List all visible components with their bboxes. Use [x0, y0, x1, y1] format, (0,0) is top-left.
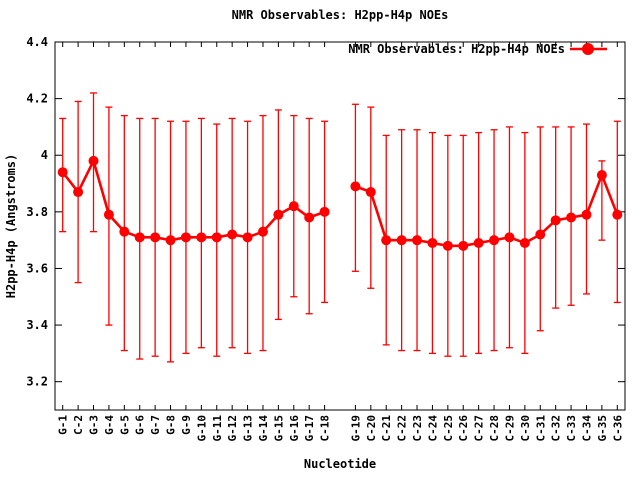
data-point — [365, 187, 376, 198]
x-tick-label: G-17 — [303, 415, 316, 442]
y-tick-label: 4.4 — [26, 35, 48, 49]
x-tick-label: G-14 — [257, 415, 270, 442]
data-point — [566, 212, 577, 223]
data-point — [612, 209, 623, 220]
plot-area: 3.2 3.4 3.6 3.8 4 4.2 4.4 G-1 C-2 G-3 G-4 G-5 G-6 G-7… — [26, 35, 626, 442]
data-point — [88, 155, 99, 166]
x-tick-label: G-4 — [103, 415, 116, 435]
x-tick-label: C-32 — [550, 415, 563, 442]
data-point — [396, 235, 407, 246]
x-axis-title: Nucleotide — [304, 457, 376, 471]
data-point — [257, 226, 268, 237]
data-point — [103, 209, 114, 220]
data-point — [581, 209, 592, 220]
x-tick-label: C-36 — [611, 415, 624, 442]
data-point — [427, 237, 438, 248]
x-tick-label: C-20 — [365, 415, 378, 442]
data-point — [134, 232, 145, 243]
data-point — [180, 232, 191, 243]
legend: NMR Observables: H2pp-H4p NOEs — [348, 42, 607, 56]
data-point — [381, 235, 392, 246]
data-point — [504, 232, 515, 243]
x-tick-label: G-15 — [272, 415, 285, 442]
y-tick-label: 3.4 — [26, 318, 48, 332]
x-tick-label: G-1 — [57, 415, 70, 435]
data-point — [165, 235, 176, 246]
y-axis-title: H2pp-H4p (Angstroms) — [4, 154, 18, 299]
x-tick-label: G-6 — [134, 415, 147, 435]
series-line — [354, 171, 619, 248]
data-point — [242, 232, 253, 243]
y-tick-label: 3.6 — [26, 261, 48, 275]
x-tick-label: G-9 — [180, 415, 193, 435]
data-point — [211, 232, 222, 243]
x-tick-label: C-27 — [473, 415, 486, 442]
x-tick-label: C-34 — [580, 415, 593, 442]
data-point — [150, 232, 161, 243]
x-tick-label: C-21 — [380, 415, 393, 442]
x-tick-label: G-12 — [226, 415, 239, 442]
x-tick-label: G-8 — [165, 415, 178, 435]
x-tick-label: C-29 — [503, 415, 516, 442]
data-point — [519, 237, 530, 248]
legend-point-marker — [582, 43, 594, 55]
data-point — [227, 229, 238, 240]
legend-label: NMR Observables: H2pp-H4p NOEs — [348, 42, 565, 56]
x-tick-label: C-28 — [488, 415, 501, 442]
x-tick-label: C-22 — [396, 415, 409, 442]
x-tick-label: C-18 — [319, 415, 332, 442]
y-tick-label: 3.2 — [26, 375, 48, 389]
data-point — [73, 187, 84, 198]
data-point — [288, 201, 299, 212]
data-point — [550, 215, 561, 226]
x-tick-label: G-3 — [88, 415, 101, 435]
x-tick-label: C-30 — [519, 415, 532, 442]
x-tick-label: C-26 — [457, 415, 470, 442]
x-tick-label: C-31 — [534, 415, 547, 442]
chart-title: NMR Observables: H2pp-H4p NOEs — [232, 8, 449, 22]
data-point — [319, 206, 330, 217]
x-tick-label: C-2 — [72, 415, 85, 435]
series-line — [61, 157, 326, 242]
x-tick-label: G-7 — [149, 415, 162, 435]
y-tick-label: 4.2 — [26, 92, 48, 106]
data-point — [350, 181, 361, 192]
x-tick-label: C-24 — [426, 415, 439, 442]
data-point — [535, 229, 546, 240]
x-tick-label: G-35 — [596, 415, 609, 442]
data-point — [442, 240, 453, 251]
x-tick-label: G-13 — [242, 415, 255, 442]
data-point — [489, 235, 500, 246]
data-point — [196, 232, 207, 243]
data-point — [596, 170, 607, 181]
data-point — [458, 240, 469, 251]
x-tick-label: G-10 — [195, 415, 208, 442]
x-tick-label: G-19 — [349, 415, 362, 442]
plot-border — [54, 41, 626, 411]
x-tick-label: C-23 — [411, 415, 424, 442]
x-tick-label: C-25 — [442, 415, 455, 442]
y-tick-label: 4 — [41, 148, 48, 162]
x-tick-label: G-5 — [118, 415, 131, 435]
data-point — [57, 167, 68, 178]
x-tick-label: C-33 — [565, 415, 578, 442]
data-point — [273, 209, 284, 220]
data-point — [119, 226, 130, 237]
data-point — [304, 212, 315, 223]
data-point — [412, 235, 423, 246]
y-tick-label: 3.8 — [26, 205, 48, 219]
x-tick-label: G-11 — [211, 415, 224, 442]
x-tick-label: G-16 — [288, 415, 301, 442]
data-point — [473, 237, 484, 248]
